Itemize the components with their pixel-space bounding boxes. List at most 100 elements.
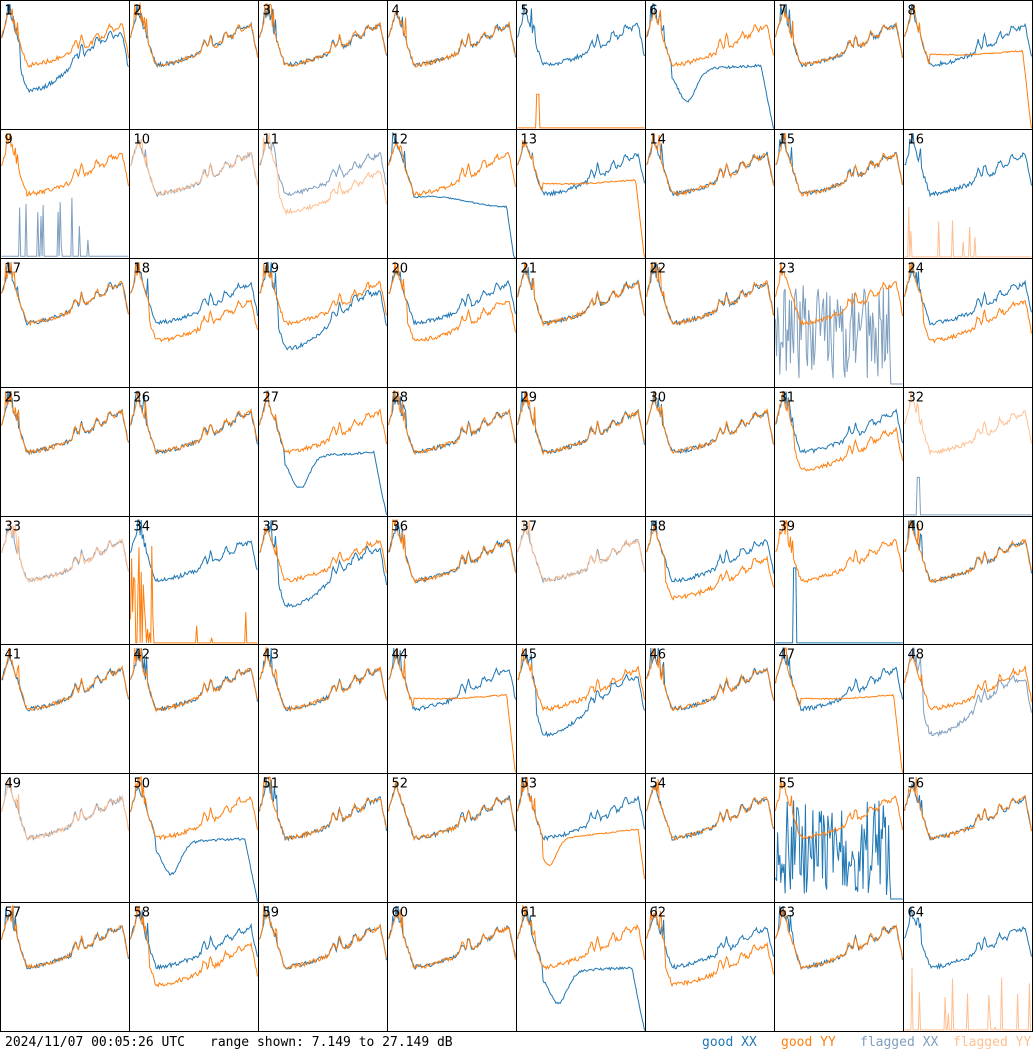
series-yy-17: [1, 261, 129, 327]
panel-number: 13: [521, 133, 538, 148]
panel-47: 47: [774, 644, 904, 774]
series-yy-53: [517, 776, 645, 879]
panel-number: 43: [263, 648, 280, 663]
panel-33: 33: [0, 516, 130, 645]
panel-frame: [258, 516, 388, 645]
series-yy-50: [130, 775, 258, 841]
series-yy-60: [388, 909, 516, 969]
series-yy-22: [646, 261, 774, 326]
series-yy-31: [775, 390, 903, 472]
panel-frame: [129, 902, 259, 1032]
series-yy-35: [259, 527, 387, 583]
panel-number: 56: [908, 777, 925, 792]
panel-number: 40: [908, 520, 925, 535]
panel-46: 46: [645, 644, 775, 774]
panel-frame: [774, 902, 904, 1032]
series-yy-4: [388, 10, 516, 68]
series-yy-59: [259, 904, 387, 970]
series-yy-30: [646, 390, 774, 455]
panel-frame: [129, 0, 259, 130]
panel-frame: [387, 644, 517, 774]
series-yy-19: [259, 261, 387, 327]
panel-frame: [129, 258, 259, 388]
panel-21: 21: [516, 258, 646, 388]
panel-number: 1: [5, 4, 13, 19]
panel-2: 2: [129, 0, 259, 130]
panel-number: 20: [392, 262, 409, 277]
panel-number: 33: [5, 520, 22, 535]
series-xx-38: [646, 519, 774, 583]
panel-frame: [129, 129, 259, 259]
panel-frame: [258, 258, 388, 388]
panel-number: 28: [392, 391, 409, 406]
panel-number: 27: [263, 391, 280, 406]
panel-number: 45: [521, 648, 538, 663]
legend-good-yy: good YY: [781, 1035, 836, 1050]
panel-26: 26: [129, 387, 259, 517]
panel-number: 55: [779, 777, 796, 792]
panel-frame: [774, 129, 904, 259]
panel-41: 41: [0, 644, 130, 774]
series-xx-58: [130, 910, 258, 971]
series-yy-27: [259, 390, 387, 455]
panel-number: 46: [650, 648, 667, 663]
panel-number: 32: [908, 391, 925, 406]
panel-frame: [645, 258, 775, 388]
panel-frame: [903, 516, 1033, 645]
series-yy-11: [259, 132, 387, 216]
series-yy-39: [775, 519, 903, 584]
panel-52: 52: [387, 773, 517, 903]
panel-number: 26: [134, 391, 151, 406]
panel-31: 31: [774, 387, 904, 517]
panel-number: 12: [392, 133, 409, 148]
panel-frame: [258, 902, 388, 1032]
series-xx-31: [775, 390, 903, 454]
series-yy-21: [517, 261, 645, 328]
series-yy-25: [1, 390, 129, 456]
panel-35: 35: [258, 516, 388, 645]
series-xx-45: [517, 652, 645, 738]
series-xx-13: [517, 140, 645, 197]
panel-58: 58: [129, 902, 259, 1032]
panel-number: 61: [521, 906, 538, 921]
panel-number: 7: [779, 4, 787, 19]
panel-16: 16: [903, 129, 1033, 259]
panel-63: 63: [774, 902, 904, 1032]
series-xx-32: [904, 476, 1032, 516]
panel-frame: [516, 0, 646, 130]
series-yy-34: [130, 545, 258, 644]
panel-frame: [645, 644, 775, 774]
series-yy-40: [904, 519, 1032, 584]
panel-number: 16: [908, 133, 925, 148]
panel-43: 43: [258, 644, 388, 774]
series-yy-10: [130, 138, 258, 196]
panel-number: 54: [650, 777, 667, 792]
panel-8: 8: [903, 0, 1033, 130]
panel-10: 10: [129, 129, 259, 259]
panel-number: 51: [263, 777, 280, 792]
timestamp: 2024/11/07 00:05:26 UTC: [5, 1035, 186, 1050]
series-yy-57: [1, 905, 129, 969]
panel-22: 22: [645, 258, 775, 388]
panel-frame: [645, 773, 775, 903]
panel-14: 14: [645, 129, 775, 259]
series-yy-55: [775, 776, 903, 840]
panel-11: 11: [258, 129, 388, 259]
panel-frame: [774, 387, 904, 517]
series-yy-64: [904, 968, 1032, 1031]
panel-number: 39: [779, 520, 796, 535]
series-yy-33: [1, 519, 129, 583]
panel-number: 63: [779, 906, 796, 921]
panel-40: 40: [903, 516, 1033, 645]
series-yy-12: [388, 141, 516, 197]
panel-44: 44: [387, 644, 517, 774]
panel-frame: [258, 644, 388, 774]
panel-number: 18: [134, 262, 151, 277]
series-yy-15: [775, 132, 903, 198]
panel-number: 58: [134, 906, 151, 921]
series-xx-19: [259, 261, 387, 351]
panel-number: 24: [908, 262, 925, 277]
series-yy-38: [646, 523, 774, 601]
panel-frame: [516, 129, 646, 259]
panel-frame: [0, 0, 130, 130]
